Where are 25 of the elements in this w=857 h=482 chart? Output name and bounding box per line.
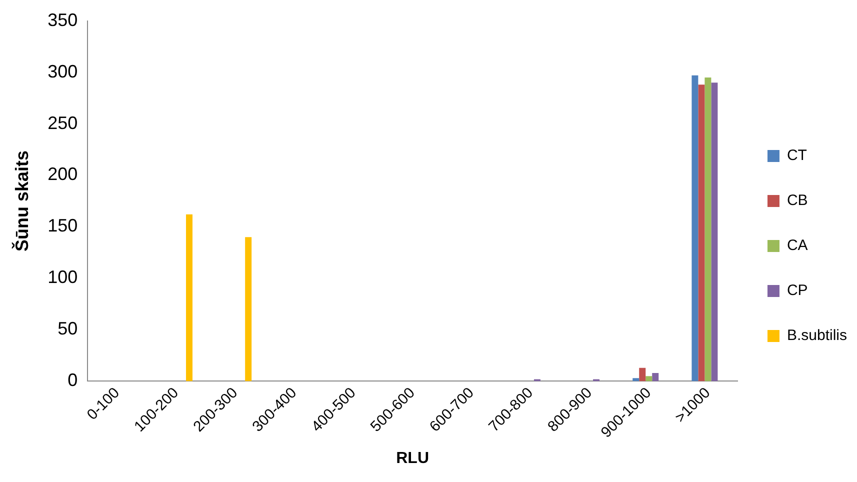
y-axis-title: Šūnu skaits <box>10 150 32 252</box>
bar <box>186 214 192 382</box>
y-tick-label: 100 <box>48 267 78 288</box>
bar <box>698 84 705 382</box>
y-tick-label: 50 <box>58 318 78 339</box>
bar <box>632 378 640 382</box>
bar <box>245 237 252 382</box>
y-tick-label: 250 <box>48 112 78 133</box>
bar <box>692 75 698 382</box>
y-tick-label: 150 <box>48 216 78 236</box>
bar <box>639 368 646 382</box>
y-tick-label: 0 <box>68 370 78 390</box>
legend-label: CB <box>786 192 808 210</box>
bar <box>652 373 659 382</box>
x-axis-title: RLU <box>396 450 429 467</box>
legend-label: B.subtilis <box>786 327 848 344</box>
bar <box>711 82 718 382</box>
bar <box>646 376 652 382</box>
y-tick-label: 300 <box>48 61 78 82</box>
bar <box>704 77 712 382</box>
y-tick-label: 350 <box>48 10 78 30</box>
legend-label: CT <box>786 147 807 164</box>
legend-label: CA <box>786 237 808 254</box>
legend-label: CP <box>786 282 808 300</box>
y-tick-label: 200 <box>48 164 78 184</box>
